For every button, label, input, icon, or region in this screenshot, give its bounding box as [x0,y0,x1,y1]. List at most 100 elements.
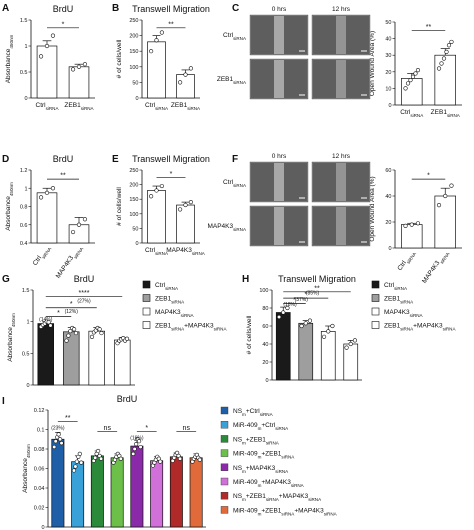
chart-title: BrdU [74,274,95,284]
wound-gap [336,207,346,245]
legend-entry-label: MiR-409m+ZEB1siRNA [233,451,295,460]
y-tick-label: 0.5 [20,70,28,76]
legend-entry-label: MiR-409m+MAP4K3siRNA [233,479,305,488]
row-label: MAP4K3siRNA [207,223,247,232]
y-tick-label: 0 [24,96,27,102]
legend-entry-label: MiR-409m+ZEB1siRNA+MAP4K3siRNA [233,507,338,516]
chart-title: BrdU [53,4,74,14]
panel-letter: F [232,154,238,165]
data-point [77,451,82,456]
panel-letter: C [232,3,239,14]
panel-letter: G [2,274,10,285]
cell-layer-left [313,16,336,54]
bar [36,192,58,244]
panel-letter: I [2,396,5,407]
significance-label: * [70,301,73,308]
cell-layer-left [313,163,336,201]
legend-swatch [220,449,229,457]
y-tick-label: 100 [129,65,138,71]
legend-entry-label: NSm+MAP4K3siRNA [233,465,289,474]
bar [147,190,166,244]
data-point [97,327,102,332]
timepoint-label: 12 hrs [332,153,351,160]
percent-label: (37%) [295,297,309,303]
legend-swatch [142,294,151,302]
x-tick-label: CtrlsiRNA [145,102,169,111]
chart-title: BrdU [117,394,138,404]
significance-label: * [304,292,307,299]
row-label: CtrlsiRNA [223,179,247,188]
data-point [56,432,61,437]
x-tick-label: MAP4K3siRNA [166,247,206,256]
y-tick-label: 60 [262,324,268,330]
chart-B: 0 50 100 150 200 250 # of cells/well Transwell … [116,4,210,111]
significance-label: ** [426,24,432,31]
data-point [439,61,444,66]
x-tick-label: ZEB1siRNA [431,109,461,118]
y-axis-label: # of cells/well [116,187,123,226]
legend-swatch [371,294,380,302]
data-point [326,329,331,334]
data-point [82,217,88,222]
y-tick-label: 50 [132,226,138,232]
data-point [197,457,202,462]
data-point [48,323,53,328]
data-point [413,71,418,76]
y-tick-label: 0.1 [37,428,45,434]
y-tick-label: 150 [129,197,138,203]
micrograph-F: 0 hrs 12 hrs CtrlsiRNA MAP4K3siRNA [207,153,371,247]
panel-letter: B [112,3,119,14]
significance-label: * [170,171,173,178]
data-point [93,455,98,460]
y-tick-label: 200 [129,34,138,40]
percent-label: (16%) [130,435,144,441]
x-tick-label: ZEB1siRNA [171,102,201,111]
y-tick-label: 0.02 [34,506,45,512]
chart-title: Transwell Migration [132,4,210,14]
legend-G: CtrlsiRNA ZEB1siRNA MAP4K3siRNA ZEB1siRNA+M… [142,280,227,331]
y-tick-label: 150 [129,49,138,55]
data-point [124,336,130,341]
y-tick-label: 1 [24,186,27,192]
wound-gap [336,16,346,54]
y-axis-label: Absorbance450nm [22,444,31,493]
y-tick-label: 1.5 [20,18,28,24]
data-point [53,439,58,444]
panel-letter: D [2,154,9,165]
cell-layer-left [313,207,336,245]
percent-label: (85%) [306,291,320,297]
cell-layer-left [251,163,274,201]
bar [88,330,106,386]
chart-H: 0 20 40 60 80 100 # of cells/well Transwell Mig… [246,274,362,384]
data-point [188,66,193,71]
percent-label: (23%) [51,426,65,432]
data-point [449,183,454,188]
y-tick-label: 0 [135,96,138,102]
data-point [73,464,78,469]
bar [90,455,104,528]
significance-label: **** [79,290,90,297]
bar [189,457,203,528]
y-tick-label: 250 [129,168,138,174]
y-tick-label: 0.12 [34,408,45,414]
legend-entry-label: ZEB1siRNA [384,296,414,305]
x-tick-label: CtrlsiRNA [145,247,169,256]
data-point [405,81,411,86]
data-point [178,80,183,85]
legend-swatch [220,435,229,443]
y-tick-label: 200 [129,183,138,189]
significance-label: * [293,297,296,304]
cell-layer-right [284,207,307,245]
bar [51,438,65,528]
data-point [408,77,413,83]
cell-layer-right [284,163,307,201]
significance-label: ns [104,425,112,432]
wound-gap [274,60,284,98]
data-point [352,338,358,343]
y-tick-label: 40 [385,37,391,43]
data-point [415,221,421,226]
y-tick-label: 100 [129,212,138,218]
chart-A: 0 0.5 1 1.5 Absorbance450nm BrdU CtrlsiRNA ZEB1… [5,4,95,111]
legend-swatch [142,321,151,329]
y-tick-label: 0 [135,241,138,247]
